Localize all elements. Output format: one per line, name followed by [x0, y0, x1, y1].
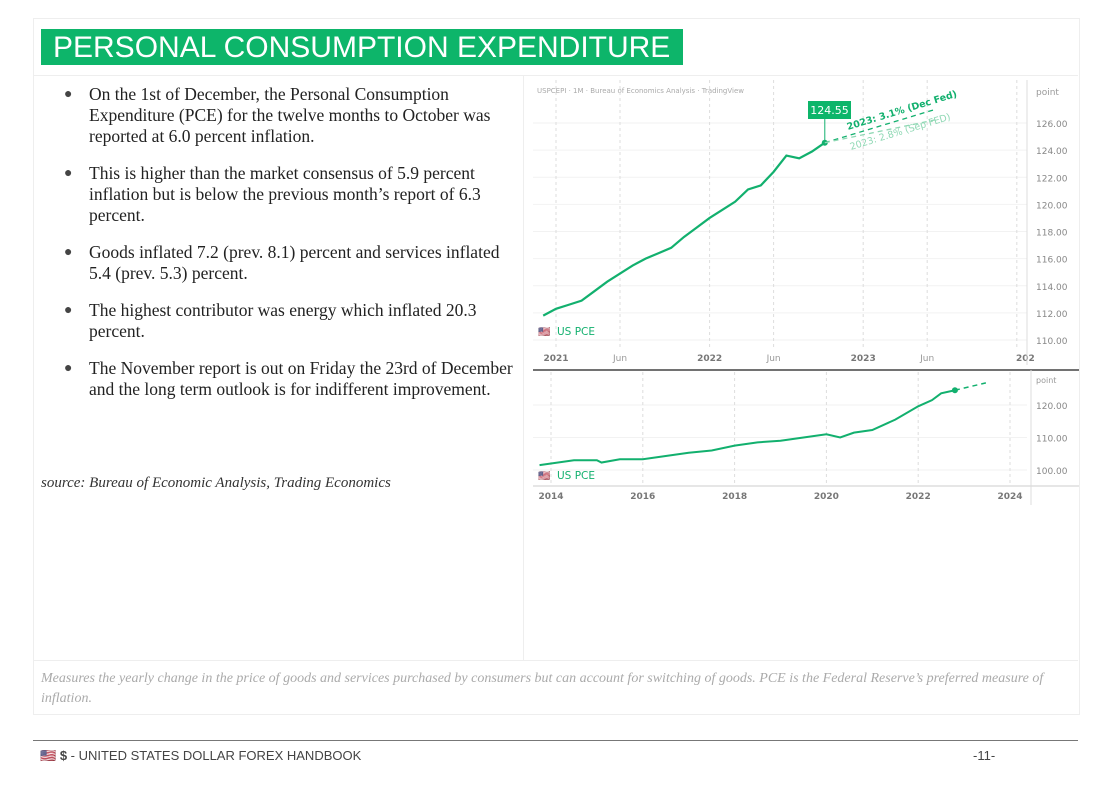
- currency-symbol: $: [59, 748, 68, 763]
- y-tick-label: 122.00: [1036, 174, 1068, 184]
- legend-label: US PCE: [557, 326, 595, 338]
- pce-series-line: [542, 141, 826, 317]
- x-tick-label: 202: [1016, 354, 1035, 364]
- page-frame: [33, 18, 1080, 715]
- last-value-label: 124.55: [810, 104, 849, 117]
- page-title: PERSONAL CONSUMPTION EXPENDITURE: [41, 29, 683, 65]
- footer-text: - UNITED STATES DOLLAR FOREX HANDBOOK: [67, 748, 362, 763]
- divider: [523, 75, 524, 660]
- footer-divider: [33, 740, 1078, 741]
- x-tick-label: 2022: [906, 492, 931, 502]
- y-tick-label: 110.00: [1036, 435, 1068, 445]
- flag-icon: 🇺🇸: [538, 326, 551, 338]
- bullet: The November report is out on Friday the…: [62, 358, 514, 400]
- y-tick-label: 100.00: [1036, 467, 1068, 477]
- footer: 🇺🇸 $ - UNITED STATES DOLLAR FOREX HANDBO…: [40, 748, 361, 764]
- x-tick-label: 2024: [997, 492, 1022, 502]
- y-tick-label: 120.00: [1036, 402, 1068, 412]
- y-axis-label: point: [1036, 376, 1056, 385]
- x-tick-label: 2021: [543, 354, 568, 364]
- y-tick-label: 124.00: [1036, 147, 1068, 157]
- bullet: The highest contributor was energy which…: [62, 300, 514, 342]
- y-tick-label: 114.00: [1036, 283, 1068, 293]
- y-tick-label: 110.00: [1036, 337, 1068, 347]
- bullet: Goods inflated 7.2 (prev. 8.1) percent a…: [62, 242, 514, 284]
- caption: Measures the yearly change in the price …: [33, 660, 1078, 713]
- chart-source: USPCEPI · 1M · Bureau of Economics Analy…: [537, 87, 744, 95]
- x-tick-label: Jun: [766, 354, 781, 364]
- x-tick-label: 2020: [814, 492, 839, 502]
- x-tick-label: Jun: [919, 354, 934, 364]
- bullet-list: On the 1st of December, the Personal Con…: [62, 84, 514, 416]
- y-tick-label: 126.00: [1036, 120, 1068, 130]
- y-axis-label: point: [1036, 88, 1059, 98]
- legend-label: US PCE: [557, 470, 595, 482]
- y-tick-label: 118.00: [1036, 229, 1068, 239]
- forecast-line: [824, 108, 936, 144]
- last-value-badge: [808, 101, 851, 119]
- x-tick-label: 2022: [697, 354, 722, 364]
- forecast-line: [954, 382, 987, 391]
- source-note: source: Bureau of Economic Analysis, Tra…: [41, 475, 391, 491]
- bullet: This is higher than the market consensus…: [62, 163, 514, 226]
- forecast-line: [824, 119, 936, 144]
- x-tick-label: 2016: [630, 492, 655, 502]
- x-tick-label: 2023: [851, 354, 876, 364]
- pce-series-line: [539, 389, 956, 467]
- y-tick-label: 120.00: [1036, 201, 1068, 211]
- x-tick-label: 2014: [538, 492, 563, 502]
- y-tick-label: 116.00: [1036, 256, 1068, 266]
- flag-icon: 🇺🇸: [538, 470, 551, 482]
- divider: [33, 75, 1078, 76]
- flag-icon: 🇺🇸: [40, 748, 57, 763]
- y-tick-label: 112.00: [1036, 310, 1068, 320]
- page-number: -11-: [973, 748, 996, 763]
- x-tick-label: 2018: [722, 492, 747, 502]
- bullet: On the 1st of December, the Personal Con…: [62, 84, 514, 147]
- x-tick-label: Jun: [612, 354, 627, 364]
